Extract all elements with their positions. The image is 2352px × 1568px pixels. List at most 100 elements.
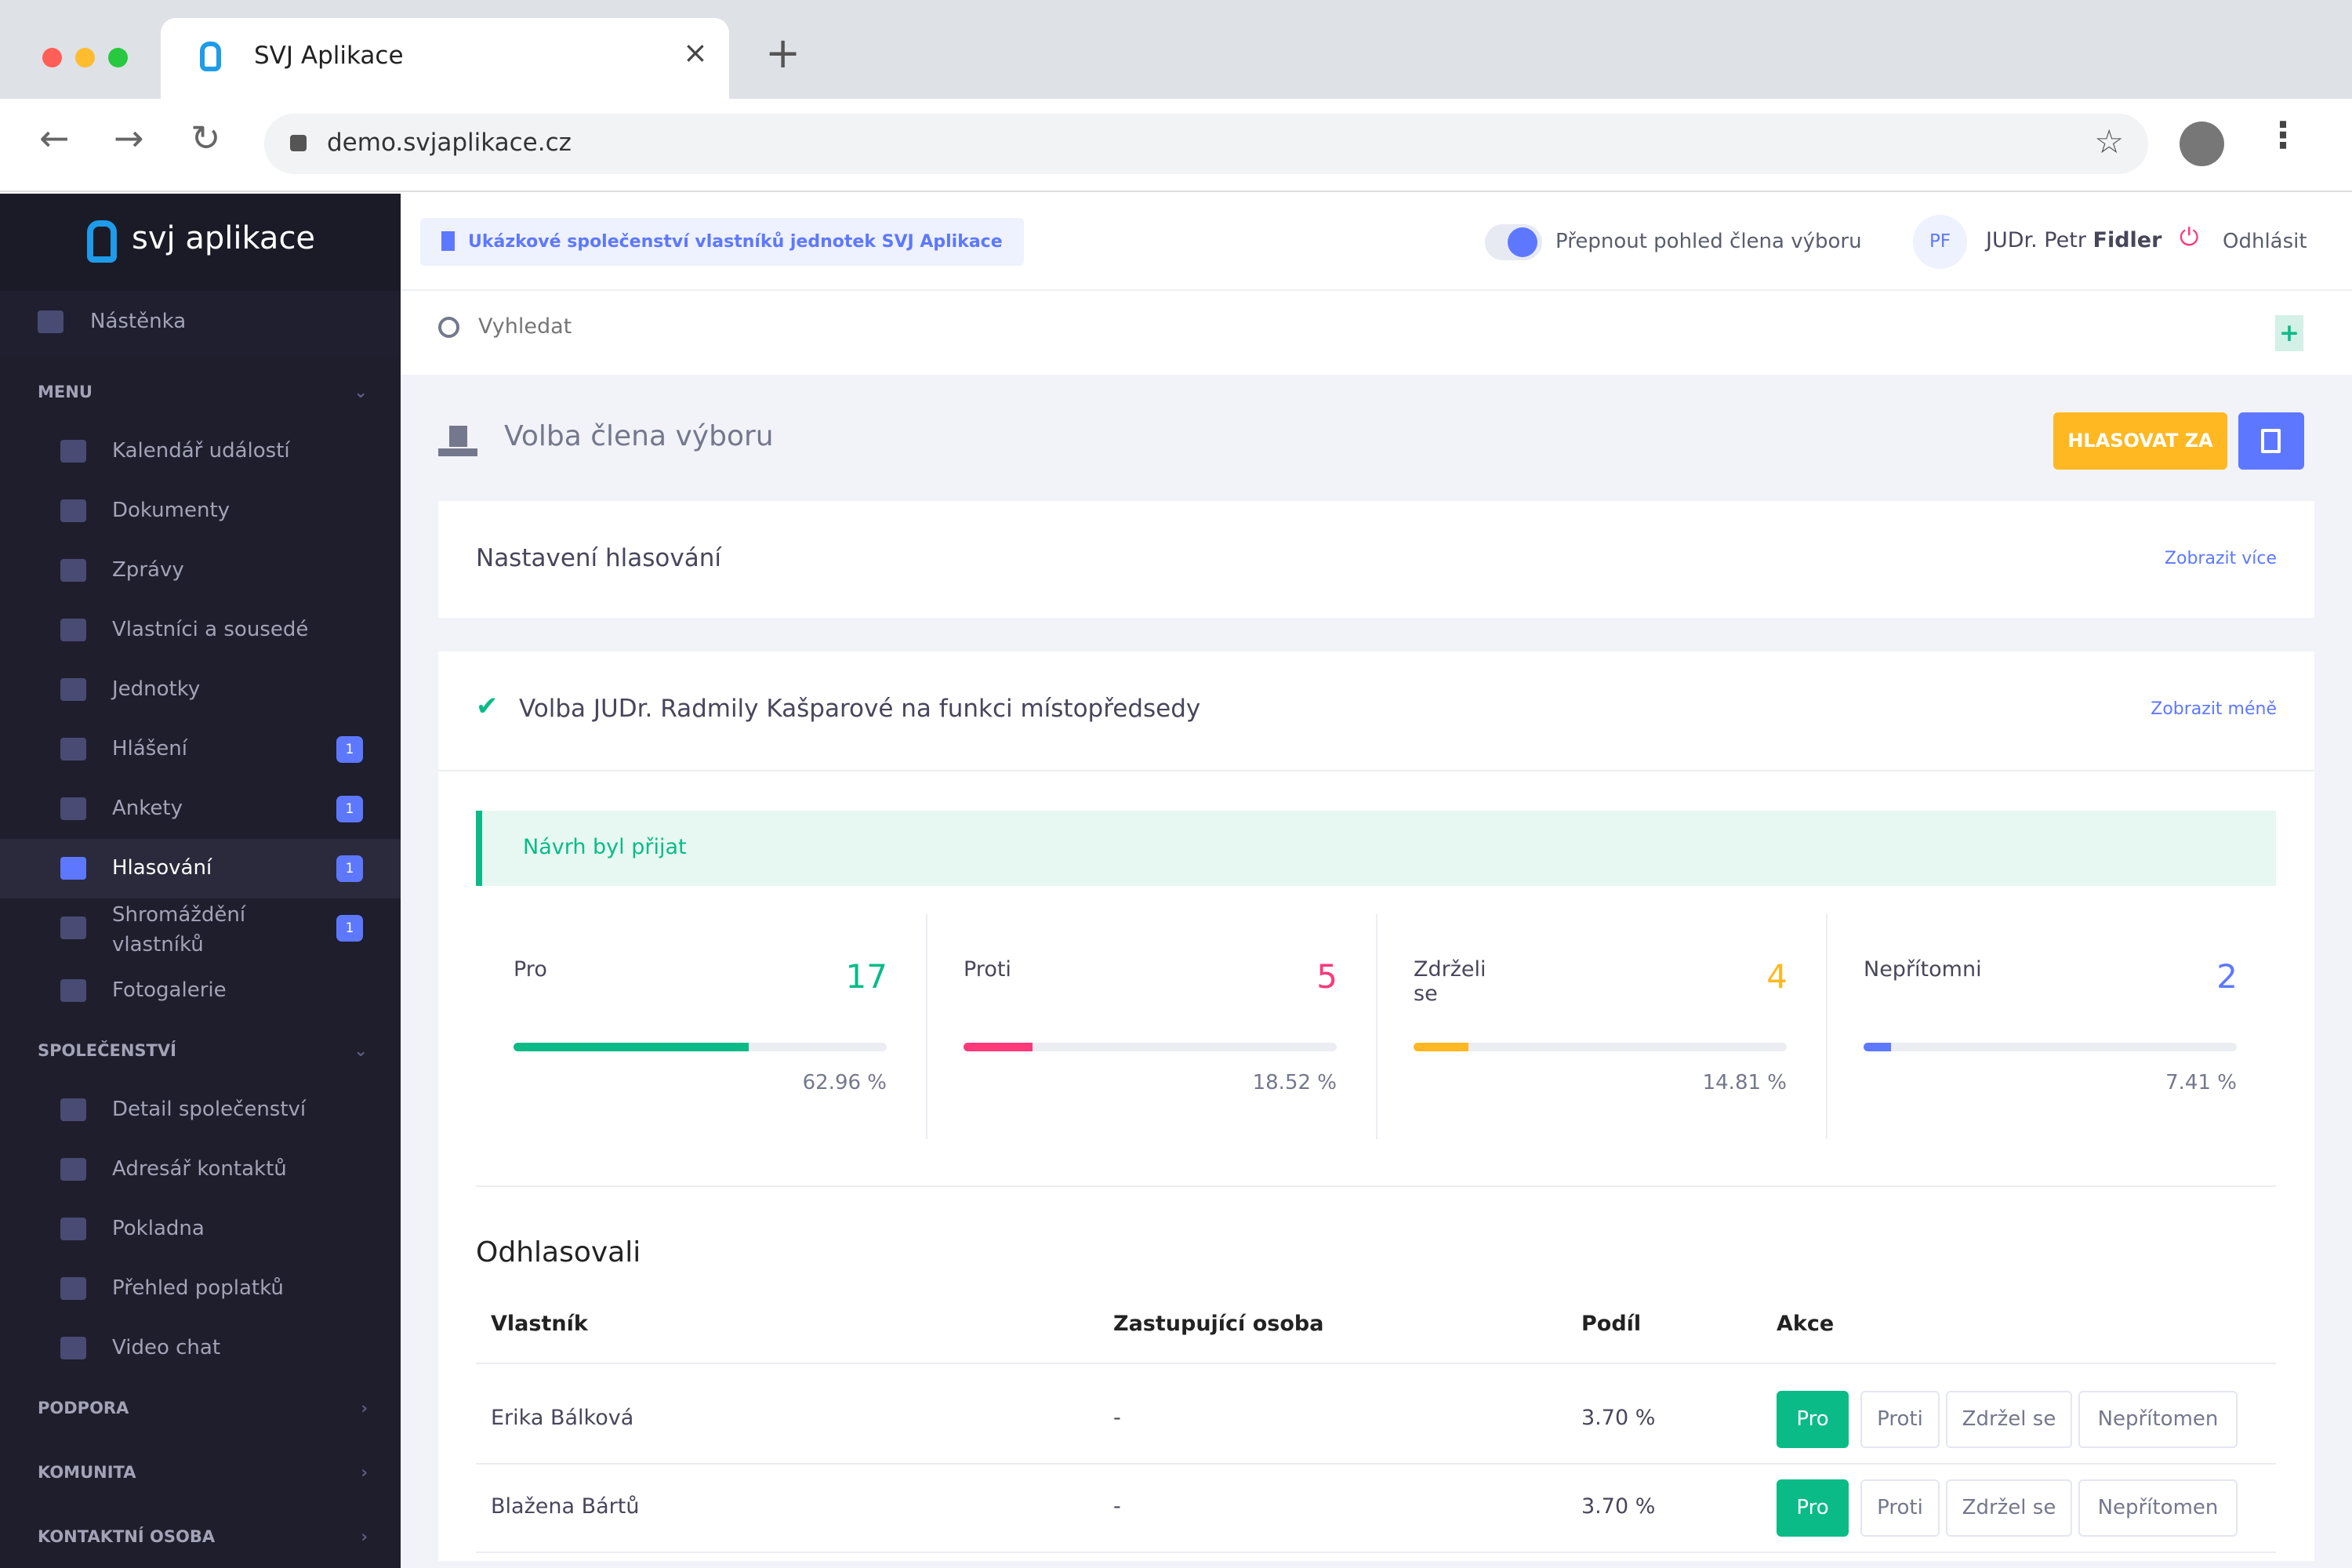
vote-2-button[interactable]: Zdržel se xyxy=(1946,1479,2072,1537)
edit-button[interactable] xyxy=(2238,412,2304,470)
video-icon xyxy=(60,1337,86,1359)
member-view-toggle[interactable] xyxy=(1485,224,1542,260)
stat-progress-bar xyxy=(1864,1043,2237,1051)
stat-count: 17 xyxy=(845,957,887,996)
settings-title: Nastavení hlasování xyxy=(476,544,721,572)
sidebar-section-1[interactable]: SPOLEČENSTVÍ ⌄ xyxy=(38,1041,368,1060)
sidebar-item[interactable]: Fotogalerie xyxy=(0,961,401,1021)
show-less-link[interactable]: Zobrazit méně xyxy=(2151,699,2277,719)
logo[interactable]: svj aplikace xyxy=(0,194,401,291)
tab-bar: SVJ Aplikace × + xyxy=(0,0,2352,99)
main-content: Ukázkové společenství vlastníků jednotek… xyxy=(401,194,2352,1568)
sidebar-item-label: Kalendář událostí xyxy=(112,439,290,463)
sidebar-item[interactable]: Pokladna xyxy=(0,1200,401,1259)
share-cell: 3.70 % xyxy=(1581,1406,1656,1430)
sidebar: svj aplikace Nástěnka MENU ⌄ Kalendář událo… xyxy=(0,194,401,1568)
search-icon xyxy=(438,317,459,338)
sidebar-item-label: Video chat xyxy=(112,1336,221,1359)
reload-icon[interactable]: ↻ xyxy=(191,117,221,159)
address-bar-row: ← → ↻ demo.svjaplikace.cz ☆ ⋮ xyxy=(0,99,2352,192)
user-name[interactable]: JUDr. Petr Fidler xyxy=(1986,228,2161,252)
vote-icon xyxy=(60,857,86,880)
sidebar-item[interactable]: Kalendář událostí xyxy=(0,422,401,481)
stat-progress-fill xyxy=(514,1043,749,1051)
star-icon[interactable]: ☆ xyxy=(2094,122,2124,161)
sidebar-section-4[interactable]: KONTAKTNÍ OSOBA › xyxy=(38,1527,368,1546)
sidebar-item[interactable]: Zprávy xyxy=(0,541,401,601)
kebab-menu-icon[interactable]: ⋮ xyxy=(2265,114,2301,156)
sidebar-item[interactable]: Přehled poplatků xyxy=(0,1259,401,1319)
back-icon[interactable]: ← xyxy=(39,117,70,159)
share-cell: 3.70 % xyxy=(1581,1494,1656,1519)
search-input[interactable] xyxy=(478,314,1378,339)
browser-tab[interactable]: SVJ Aplikace × xyxy=(161,18,729,99)
count-badge: 1 xyxy=(336,855,363,882)
vote-for-button[interactable]: HLASOVAT ZA xyxy=(2053,412,2227,470)
sidebar-item[interactable]: Ankety 1 xyxy=(0,779,401,839)
power-icon[interactable]: ⏻ xyxy=(2180,223,2199,252)
vote-3-button[interactable]: Nepřítomen xyxy=(2078,1479,2238,1537)
proxy-cell: - xyxy=(1113,1406,1121,1430)
show-more-link[interactable]: Zobrazit více xyxy=(2164,549,2277,568)
profile-icon[interactable] xyxy=(2180,122,2224,166)
sidebar-section-3[interactable]: KOMUNITA › xyxy=(38,1463,368,1482)
vote-0-button[interactable]: Pro xyxy=(1777,1391,1849,1448)
minimize-window-button[interactable] xyxy=(75,48,95,67)
voted-title: Odhlasovali xyxy=(476,1236,641,1269)
image-icon xyxy=(60,979,86,1002)
forward-icon[interactable]: → xyxy=(114,117,144,159)
sidebar-item[interactable]: Hlášení 1 xyxy=(0,720,401,779)
sidebar-item-label: Dokumenty xyxy=(112,499,230,522)
sidebar-section-0[interactable]: MENU ⌄ xyxy=(38,383,368,401)
stat-count: 4 xyxy=(1766,957,1788,996)
stat-percent: 7.41 % xyxy=(2165,1071,2237,1094)
vote-3-button[interactable]: Nepřítomen xyxy=(2078,1391,2238,1448)
stat-progress-bar xyxy=(964,1043,1337,1051)
vote-1-button[interactable]: Proti xyxy=(1860,1391,1940,1448)
edit-note-icon xyxy=(2261,429,2281,453)
stat-percent: 14.81 % xyxy=(1702,1071,1787,1094)
proposal-title: Volba JUDr. Radmily Kašparové na funkci … xyxy=(519,695,1201,723)
stat-progress-bar xyxy=(514,1043,887,1051)
sidebar-item[interactable]: Video chat xyxy=(0,1319,401,1378)
sidebar-item[interactable]: Shromáždění vlastníků 1 xyxy=(0,898,401,961)
section-label: PODPORA xyxy=(38,1399,129,1417)
avatar[interactable]: PF xyxy=(1913,215,1967,269)
sidebar-section-2[interactable]: PODPORA › xyxy=(38,1399,368,1417)
community-name: Ukázkové společenství vlastníků jednotek… xyxy=(468,232,1003,252)
sidebar-item[interactable]: Vlastníci a sousedé xyxy=(0,601,401,660)
community-selector[interactable]: Ukázkové společenství vlastníků jednotek… xyxy=(420,218,1024,266)
result-alert: Návrh byl přijat xyxy=(476,811,2276,886)
message-icon xyxy=(60,559,86,582)
count-badge: 1 xyxy=(336,796,363,822)
new-tab-icon[interactable]: + xyxy=(765,28,801,78)
add-file-icon[interactable]: + xyxy=(2275,315,2303,351)
vote-1-button[interactable]: Proti xyxy=(1860,1479,1940,1537)
section-label: SPOLEČENSTVÍ xyxy=(38,1041,176,1060)
sidebar-item-dashboard[interactable]: Nástěnka xyxy=(0,291,401,354)
sidebar-item[interactable]: Adresář kontaktů xyxy=(0,1140,401,1200)
proxy-cell: - xyxy=(1113,1494,1121,1519)
sidebar-item[interactable]: Hlasování 1 xyxy=(0,839,401,898)
logout-link[interactable]: Odhlásit xyxy=(2223,230,2307,253)
user-surname: Fidler xyxy=(2092,228,2162,252)
stat-percent: 62.96 % xyxy=(802,1071,887,1094)
sidebar-item-label: Ankety xyxy=(112,797,183,820)
sidebar-item[interactable]: Dokumenty xyxy=(0,481,401,541)
sidebar-item[interactable]: Detail společenství xyxy=(0,1080,401,1140)
vote-0-button[interactable]: Pro xyxy=(1777,1479,1849,1537)
vote-2-button[interactable]: Zdržel se xyxy=(1946,1391,2072,1448)
close-tab-icon[interactable]: × xyxy=(683,35,708,70)
url-field[interactable]: demo.svjaplikace.cz ☆ xyxy=(264,114,2148,174)
sidebar-item-label: Vlastníci a sousedé xyxy=(112,618,309,641)
maximize-window-button[interactable] xyxy=(108,48,128,67)
favicon-icon xyxy=(200,42,221,71)
stat-label: Nepřítomni xyxy=(1864,957,1982,982)
stat-count: 2 xyxy=(2216,957,2238,996)
proposal-card: ✔ Volba JUDr. Radmily Kašparové na funkc… xyxy=(438,652,2314,1561)
sidebar-item[interactable]: Jednotky xyxy=(0,660,401,720)
count-badge: 1 xyxy=(336,915,363,942)
building-icon xyxy=(60,1098,86,1121)
close-window-button[interactable] xyxy=(42,48,62,67)
